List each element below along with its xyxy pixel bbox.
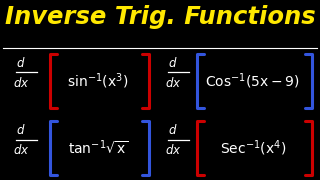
Text: $dx$: $dx$ [12, 76, 29, 90]
Text: $\mathrm{sin^{-1}(x^3)}$: $\mathrm{sin^{-1}(x^3)}$ [67, 72, 128, 91]
Text: $dx$: $dx$ [164, 76, 181, 90]
Text: $dx$: $dx$ [12, 143, 29, 157]
Text: $d$: $d$ [16, 123, 26, 138]
Text: $\mathrm{tan^{-1}\sqrt{x}}$: $\mathrm{tan^{-1}\sqrt{x}}$ [68, 139, 128, 157]
Text: $d$: $d$ [168, 56, 178, 70]
Text: $d$: $d$ [16, 56, 26, 70]
Text: $\mathrm{Sec^{-1}(x^4)}$: $\mathrm{Sec^{-1}(x^4)}$ [220, 138, 286, 158]
Text: $\mathrm{Cos^{-1}(5x-9)}$: $\mathrm{Cos^{-1}(5x-9)}$ [205, 72, 300, 91]
Text: $dx$: $dx$ [164, 143, 181, 157]
Text: Inverse Trig. Functions: Inverse Trig. Functions [5, 5, 315, 29]
Text: $d$: $d$ [168, 123, 178, 138]
